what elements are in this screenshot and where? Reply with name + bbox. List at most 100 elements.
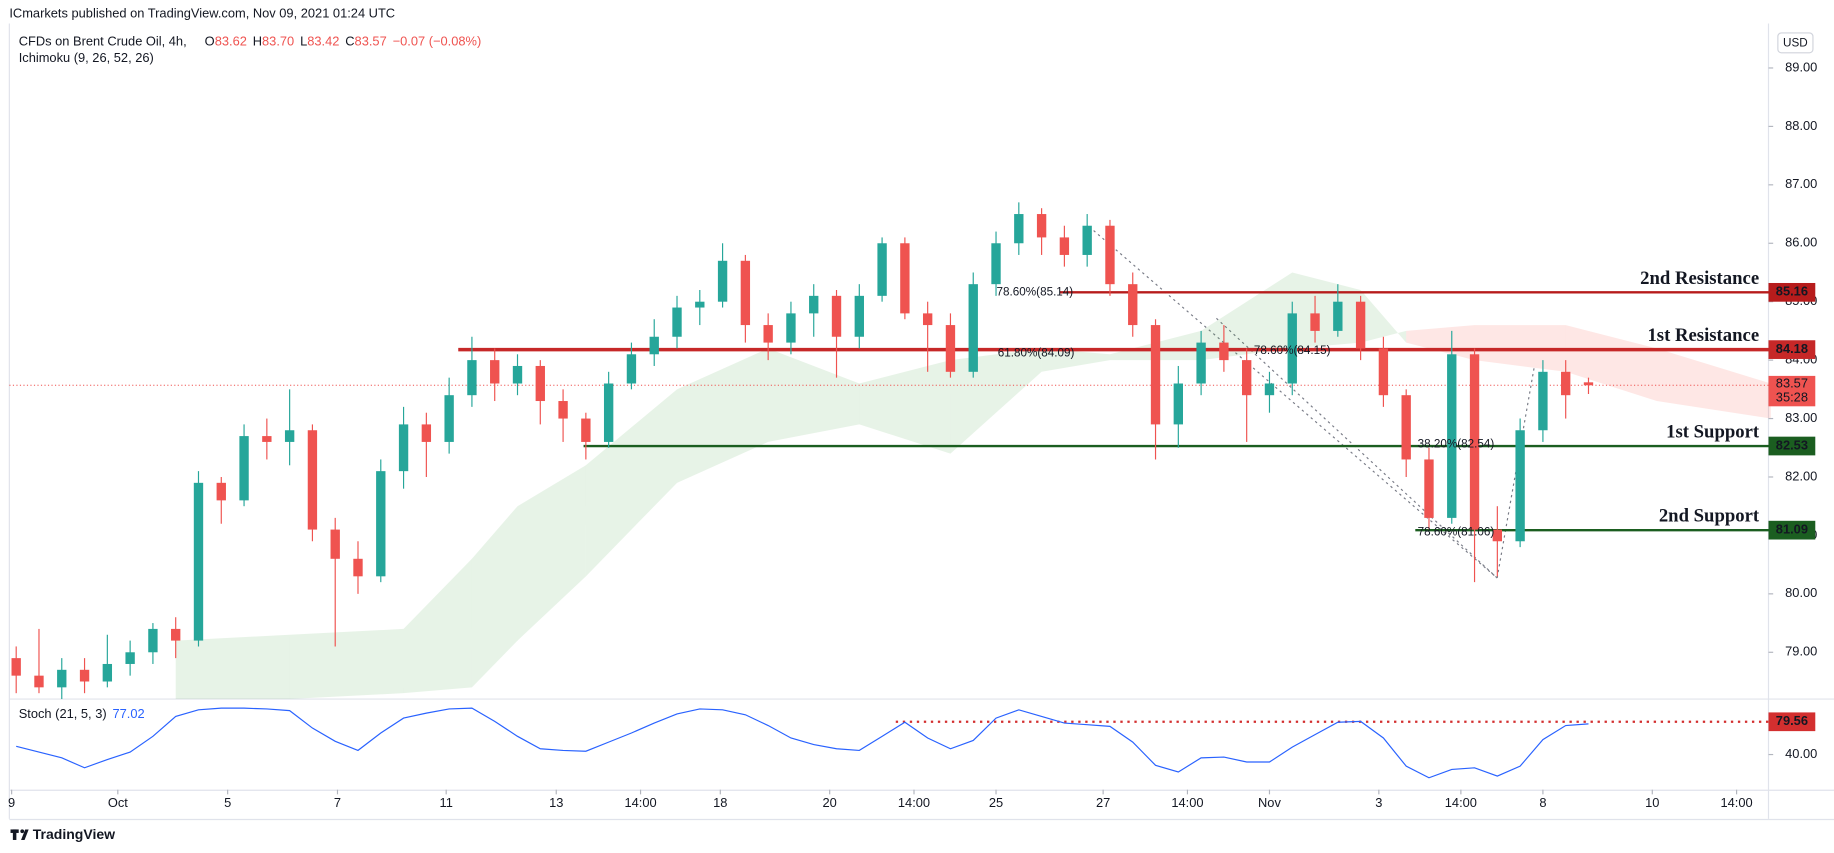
ichimoku-cloud (289, 628, 404, 700)
candle-body (1447, 354, 1457, 518)
last-price: 83.57 (1776, 375, 1808, 390)
ohlc-key: H (253, 34, 262, 49)
candle-body (398, 424, 409, 472)
candle-body (1583, 382, 1594, 386)
ichimoku-cloud (768, 348, 860, 442)
candle-body (353, 558, 363, 577)
candle-body (581, 418, 591, 442)
candle-body (1014, 214, 1024, 244)
ichimoku-cloud (1041, 348, 1110, 372)
ohlc-value: 83.42 (307, 34, 339, 49)
level-label: 2nd Resistance (1640, 268, 1759, 289)
candle-body (740, 260, 751, 326)
stoch-level-value: 79.56 (1776, 713, 1808, 728)
candle-body (1287, 313, 1297, 384)
fib-trend (1093, 230, 1498, 579)
level-label: 1st Support (1666, 421, 1760, 442)
candle-body (1082, 225, 1092, 255)
ichimoku-cloud (1656, 348, 1771, 419)
candle-body (11, 658, 21, 676)
ohlc-key: C (345, 34, 354, 49)
candle-body (193, 482, 204, 641)
x-tick-label: 18 (713, 795, 727, 810)
candle-body (1333, 301, 1343, 331)
stoch-y-tick-label: 40.00 (1785, 746, 1817, 761)
x-tick-label: Oct (108, 795, 128, 810)
ohlc-legend: O83.62 H83.70 L83.42 C83.57 −0.07 (−0.08%) (205, 34, 482, 49)
x-tick-label: 27 (1096, 795, 1110, 810)
stoch-value: 77.02 (112, 706, 144, 721)
x-tick-label: 10 (1645, 795, 1659, 810)
x-tick-label: 14:00 (624, 795, 656, 810)
candle-body (649, 336, 659, 355)
level-badge (1768, 340, 1816, 359)
candle-body (1424, 459, 1434, 518)
candle-body (79, 669, 90, 682)
ichimoku-cloud (517, 465, 586, 641)
candle-body (1538, 371, 1548, 431)
candle-body (1105, 225, 1115, 285)
x-tick-label: 7 (334, 795, 341, 810)
stoch-line (16, 707, 1589, 779)
ohlc-value: 83.57 (355, 34, 387, 49)
x-tick-label: 3 (1375, 795, 1382, 810)
candle-body (1515, 430, 1525, 542)
candle-body (1150, 325, 1161, 425)
level-label: 2nd Support (1659, 506, 1760, 527)
x-tick-label: 9 (8, 795, 15, 810)
candle-body (1492, 529, 1503, 542)
candle-body (900, 243, 910, 314)
candle-body (444, 395, 454, 442)
ohlc-key: L (300, 34, 307, 49)
fib-label: 38.20%(82.54) (1418, 438, 1495, 451)
level-value: 84.18 (1776, 341, 1808, 356)
level-badge (1768, 520, 1816, 540)
last-price-badge (1768, 375, 1816, 407)
candle-body (512, 365, 523, 384)
currency-box[interactable] (1777, 32, 1814, 54)
candle-body (34, 675, 44, 688)
candle-body (991, 243, 1001, 285)
candle-body (603, 383, 614, 442)
candle-body (376, 471, 386, 577)
candle-body (558, 401, 568, 419)
x-tick-label: 25 (989, 795, 1003, 810)
candle-body (239, 436, 249, 501)
x-tick-label: 13 (549, 795, 563, 810)
ichimoku-cloud (677, 348, 769, 483)
candle-body (490, 360, 500, 384)
candle-body (421, 424, 432, 442)
y-tick-label: 87.00 (1785, 176, 1817, 191)
brand: TradingView (33, 826, 115, 842)
candle-body (1561, 371, 1571, 396)
indicator-name: Ichimoku (9, 26, 52, 26) (19, 50, 154, 65)
x-tick-label: 11 (440, 795, 453, 810)
candle-body (809, 295, 819, 314)
candle-body (1173, 383, 1183, 425)
candle-body (1264, 383, 1275, 396)
x-tick-label: Nov (1258, 795, 1281, 810)
candle-body (216, 482, 226, 501)
candle-body (171, 628, 181, 641)
x-tick-label: 14:00 (1445, 795, 1477, 810)
ohlc-value: 83.62 (215, 34, 247, 49)
ichimoku-cloud (585, 389, 678, 577)
candle-body (467, 360, 477, 396)
ichimoku-cloud (859, 360, 951, 454)
candle-body (262, 436, 272, 442)
candle-body (672, 307, 682, 337)
currency: USD (1783, 37, 1808, 50)
ichimoku-cloud (403, 558, 472, 694)
level-label: 1st Resistance (1647, 325, 1759, 346)
candle-body (307, 430, 318, 530)
candle-body (831, 295, 842, 337)
fib-label: 78.60%(81.06) (1418, 525, 1495, 538)
stoch-name: Stoch (21, 5, 3) (19, 706, 107, 721)
y-tick-label: 79.00 (1785, 644, 1817, 659)
fib-label: 61.80%(84.09) (998, 346, 1075, 359)
x-tick-label: 14:00 (1721, 795, 1753, 810)
candle-body (717, 260, 728, 302)
candle-body (763, 325, 773, 343)
candle-body (284, 430, 295, 442)
